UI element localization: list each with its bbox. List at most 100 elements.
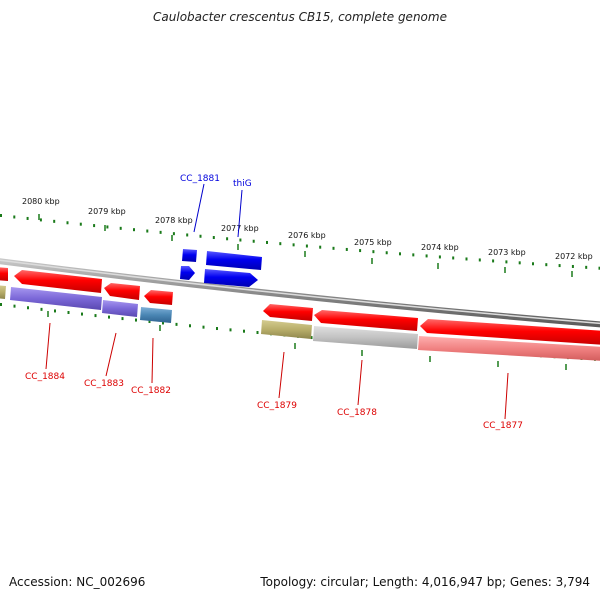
tick-label: 2072 kbp [555, 252, 593, 261]
category-CC_1879 [261, 320, 312, 339]
tick-dot [79, 222, 82, 226]
gene-label: CC_1881 [180, 174, 220, 184]
tick-dot [518, 261, 521, 265]
forward-genes [180, 249, 262, 287]
genome-summary-text: Topology: circular; Length: 4,016,947 bp… [260, 575, 590, 589]
gene-label: CC_1882 [131, 386, 171, 396]
tick-dot [229, 328, 232, 332]
tick-dot [135, 318, 137, 322]
tick-dot [385, 251, 388, 255]
gene-label: CC_1877 [483, 421, 523, 431]
tick-dot [256, 331, 259, 335]
tick-dot [505, 260, 508, 264]
tick-dot [425, 254, 428, 258]
gene-label: CC_1883 [84, 379, 124, 389]
tick-dot [399, 252, 401, 256]
tick-label: 2078 kbp [155, 216, 193, 225]
gene-left-edge [0, 267, 8, 281]
leader-CC_1883 [105, 332, 117, 377]
tick-label: 2079 kbp [88, 207, 126, 216]
tick-dot [212, 236, 215, 240]
tick-dot [438, 255, 441, 259]
tick-dot [81, 312, 83, 316]
gene-thiG-b [204, 269, 258, 287]
tick-dot [148, 320, 151, 324]
gene-CC_1878 [314, 310, 418, 331]
gene-CC_1881-b [180, 266, 195, 280]
category-CC_1878 [313, 326, 418, 349]
leader-CC_1884 [45, 322, 51, 370]
tick-dot [159, 230, 162, 234]
category-CC_1883 [102, 300, 138, 317]
gene-CC_1882 [144, 290, 173, 305]
category-CC_1877 [418, 336, 600, 361]
leader-CC_1878 [357, 359, 363, 406]
tick-dot [216, 327, 218, 331]
tick-dot [66, 221, 69, 225]
gene-CC_1881-a [182, 249, 197, 262]
label-leaders [45, 183, 509, 420]
tick-dot [172, 232, 175, 236]
tick-dot [598, 266, 600, 270]
tick-dot [175, 322, 178, 326]
tick-dot [162, 321, 164, 325]
tick-dot [452, 256, 455, 260]
tick-label: 2077 kbp [221, 224, 259, 233]
gene-label: thiG [233, 179, 252, 189]
category-left-edge [0, 285, 6, 299]
gene-labels: CC_1881 thiG CC_1884 CC_1883 CC_1882 CC_… [25, 174, 523, 431]
gene-CC_1877 [420, 319, 600, 345]
tick-dot [532, 262, 534, 266]
tick-dot [67, 311, 70, 315]
tick-dot [119, 226, 122, 230]
tick-dot [106, 225, 109, 229]
tick-label: 2076 kbp [288, 231, 326, 240]
tick-dot [121, 317, 124, 321]
leader-CC_1882 [151, 337, 154, 384]
tick-dot [412, 253, 415, 257]
tick-dot [239, 238, 242, 242]
tick-dot [585, 265, 588, 269]
tick-dot [558, 264, 561, 268]
tick-dot [372, 250, 375, 254]
tick-dot [266, 240, 268, 244]
gene-label: CC_1879 [257, 401, 297, 411]
accession-text: Accession: NC_002696 [9, 575, 146, 589]
tick-dot [310, 336, 313, 340]
tick-dot [202, 325, 205, 329]
leader-CC_1879 [278, 351, 285, 399]
inner-scale-ticks [47, 311, 567, 370]
tick-dot [465, 257, 468, 261]
tick-dot [53, 219, 56, 223]
gene-CC_1884 [14, 270, 102, 293]
tick-dot [319, 245, 322, 249]
genome-backbone-highlight [0, 259, 600, 325]
leader-CC_1881 [193, 183, 205, 233]
gene-CC_1883 [104, 283, 140, 300]
gene-label: CC_1878 [337, 408, 377, 418]
tick-dot [478, 258, 481, 262]
category-CC_1884 [10, 287, 102, 310]
tick-dot [199, 234, 202, 238]
tick-dot [94, 314, 97, 318]
scale-ticks: 2080 kbp 2079 kbp 2078 kbp 2077 kbp 2076… [22, 197, 593, 277]
tick-dot [345, 247, 348, 251]
tick-dot [108, 315, 110, 319]
reverse-genes [0, 267, 600, 345]
outer-tick-track [0, 214, 600, 270]
tick-dot [26, 216, 29, 220]
map-title: Caulobacter crescentus CB15, complete ge… [153, 10, 447, 24]
tick-dot [545, 263, 548, 267]
tick-dot [146, 229, 149, 233]
leader-thiG [237, 189, 243, 238]
tick-dot [40, 307, 43, 311]
tick-dot [0, 214, 2, 217]
genome-backbone [0, 258, 600, 328]
category-CC_1882 [140, 307, 172, 323]
tick-dot [359, 249, 362, 253]
tick-dot [0, 303, 2, 306]
leader-CC_1877 [504, 372, 509, 420]
gene-thiG-a [206, 251, 262, 270]
tick-dot [332, 246, 335, 250]
